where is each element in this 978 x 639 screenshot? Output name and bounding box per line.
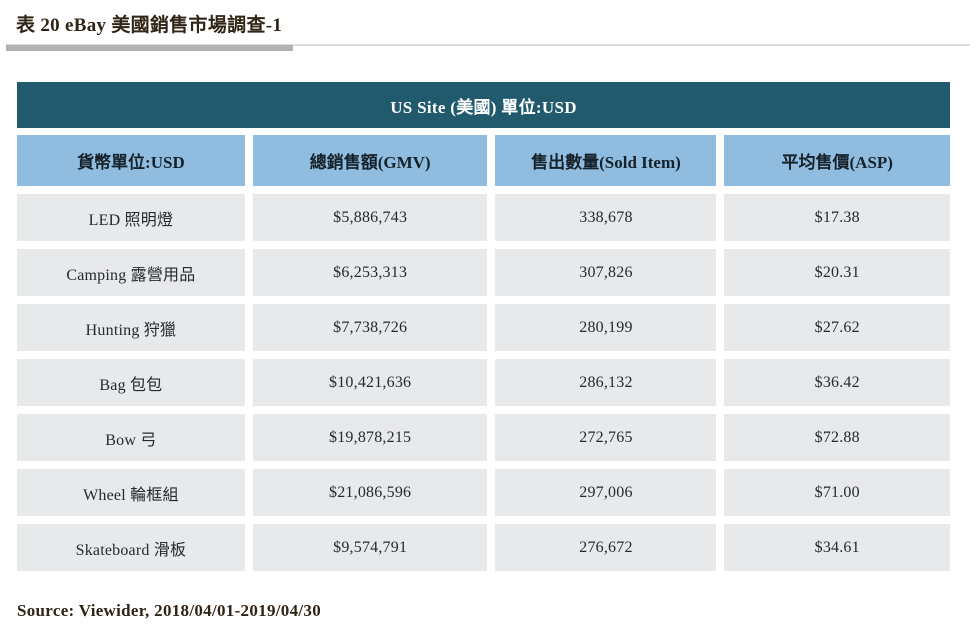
cell-gmv: $9,574,791 (252, 524, 488, 571)
cell-asp: $71.00 (724, 469, 950, 516)
cell-category: Bag 包包 (17, 359, 245, 406)
cell-gmv: $6,253,313 (252, 249, 488, 296)
title-divider-bar (6, 45, 293, 51)
cell-sold-items: 307,826 (495, 249, 717, 296)
sales-table: US Site (美國) 單位:USD 貨幣單位:USD 總銷售額(GMV) 售… (17, 82, 950, 571)
cell-category: LED 照明燈 (17, 194, 245, 241)
cell-gmv: $5,886,743 (252, 194, 488, 241)
column-header-category: 貨幣單位:USD (17, 135, 245, 186)
cell-gmv: $21,086,596 (252, 469, 488, 516)
cell-gmv: $7,738,726 (252, 304, 488, 351)
source-note: Source: Viewider, 2018/04/01-2019/04/30 (17, 601, 321, 620)
column-header-sold-items: 售出數量(Sold Item) (495, 135, 717, 186)
column-header-asp: 平均售價(ASP) (724, 135, 950, 186)
cell-category: Camping 露營用品 (17, 249, 245, 296)
cell-sold-items: 286,132 (495, 359, 717, 406)
cell-category: Bow 弓 (17, 414, 245, 461)
cell-category: Wheel 輪框組 (17, 469, 245, 516)
column-header-gmv: 總銷售額(GMV) (252, 135, 488, 186)
page-title: 表 20 eBay 美國銷售市場調查-1 (16, 15, 283, 36)
cell-category: Hunting 狩獵 (17, 304, 245, 351)
cell-sold-items: 280,199 (495, 304, 717, 351)
cell-gmv: $10,421,636 (252, 359, 488, 406)
table-banner: US Site (美國) 單位:USD (17, 82, 950, 128)
cell-asp: $36.42 (724, 359, 950, 406)
cell-gmv: $19,878,215 (252, 414, 488, 461)
cell-asp: $34.61 (724, 524, 950, 571)
cell-sold-items: 276,672 (495, 524, 717, 571)
cell-asp: $27.62 (724, 304, 950, 351)
table-grid: 貨幣單位:USD 總銷售額(GMV) 售出數量(Sold Item) 平均售價(… (17, 135, 950, 571)
cell-category: Skateboard 滑板 (17, 524, 245, 571)
cell-asp: $20.31 (724, 249, 950, 296)
cell-sold-items: 297,006 (495, 469, 717, 516)
cell-sold-items: 338,678 (495, 194, 717, 241)
report-page: 表 20 eBay 美國銷售市場調查-1 US Site (美國) 單位:USD… (0, 10, 978, 639)
cell-asp: $17.38 (724, 194, 950, 241)
cell-sold-items: 272,765 (495, 414, 717, 461)
title-divider (6, 44, 970, 51)
cell-asp: $72.88 (724, 414, 950, 461)
